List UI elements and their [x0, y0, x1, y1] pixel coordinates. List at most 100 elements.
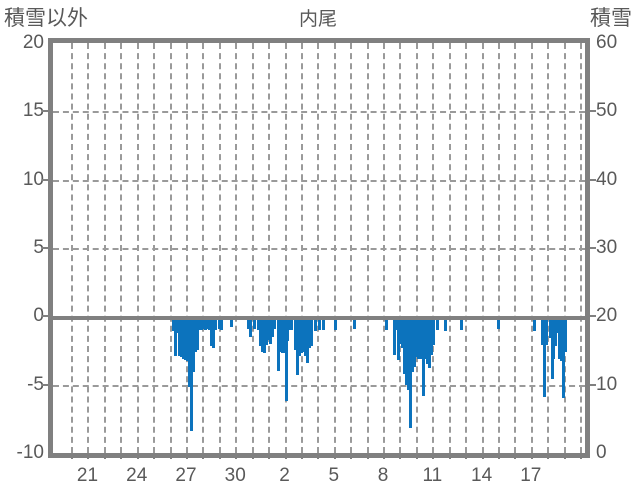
vertical-gridline — [547, 43, 550, 453]
right-axis-tick-label: 0 — [596, 442, 607, 463]
x-tickmark — [465, 453, 468, 459]
bar — [174, 316, 178, 356]
bar — [268, 316, 272, 344]
x-tickmark — [514, 453, 517, 459]
bar — [396, 316, 400, 361]
bar — [256, 316, 260, 330]
bar — [392, 316, 396, 355]
y-tickmark — [42, 315, 48, 318]
bar — [554, 316, 558, 347]
bar — [430, 316, 434, 355]
bar — [180, 316, 184, 358]
vertical-gridline — [333, 43, 336, 453]
bar — [260, 316, 264, 352]
bar — [178, 316, 182, 356]
bar — [436, 316, 440, 330]
bar — [252, 316, 256, 329]
left-axis-tick-label: 15 — [22, 100, 44, 122]
vertical-gridline — [218, 43, 221, 453]
bar — [410, 316, 414, 373]
x-axis-tick-label: 17 — [520, 465, 542, 486]
vertical-gridline — [136, 43, 139, 453]
vertical-gridline — [448, 43, 451, 453]
x-tickmark — [71, 453, 74, 459]
x-tickmark — [317, 453, 320, 459]
bar — [172, 316, 176, 332]
bar — [199, 316, 203, 330]
bar — [306, 316, 310, 363]
bar — [558, 316, 562, 359]
y-tickmark — [590, 178, 596, 181]
y-tickmark — [42, 178, 48, 181]
bar — [422, 316, 426, 396]
bar — [542, 316, 546, 397]
x-axis-tick-label: 21 — [76, 465, 99, 486]
left-axis-tick-label: 5 — [33, 237, 44, 258]
bar — [195, 316, 199, 351]
bar — [219, 316, 223, 330]
plot-area — [48, 38, 590, 458]
bar — [406, 316, 410, 391]
x-tickmark — [432, 453, 435, 459]
left-axis-tick-label: 20 — [22, 32, 44, 53]
x-tickmark — [87, 453, 90, 459]
bar — [300, 316, 304, 354]
bar — [310, 316, 314, 347]
bar — [564, 316, 568, 352]
left-axis-tick-label: 0 — [33, 305, 44, 327]
vertical-gridline — [87, 43, 90, 453]
bar — [262, 316, 266, 354]
vertical-gridline — [251, 43, 254, 453]
bar — [280, 316, 284, 354]
bar — [412, 316, 416, 367]
vertical-gridline — [498, 43, 500, 453]
x-tickmark — [300, 453, 303, 459]
bar — [205, 316, 209, 329]
bar — [414, 316, 418, 358]
x-tickmark — [284, 453, 287, 459]
x-axis-tick-label: 2 — [279, 465, 290, 486]
bar — [193, 316, 197, 352]
bar — [428, 316, 432, 369]
bar — [209, 316, 213, 347]
vertical-gridline — [350, 43, 353, 453]
x-tickmark — [186, 453, 188, 459]
x-tickmark — [530, 453, 533, 459]
x-tickmark — [448, 453, 451, 459]
y-tickmark — [590, 315, 596, 318]
x-tickmark — [580, 453, 583, 459]
bar — [321, 316, 325, 330]
bar — [186, 316, 189, 362]
x-tickmark — [218, 453, 221, 459]
x-axis-tick-label: 5 — [328, 465, 340, 486]
vertical-gridline — [71, 43, 74, 453]
bar — [203, 316, 207, 330]
x-tickmark — [153, 453, 156, 459]
x-tickmark — [103, 453, 106, 459]
bar — [408, 316, 412, 429]
bar — [424, 316, 428, 359]
bar — [294, 316, 298, 351]
bar — [314, 316, 318, 332]
right-axis-tick-label: 60 — [596, 32, 618, 53]
bar — [201, 316, 205, 329]
x-tickmark — [120, 453, 123, 459]
x-tickmark — [366, 453, 369, 459]
x-tickmark — [350, 453, 353, 459]
y-tickmark — [42, 383, 48, 386]
x-axis-tick-label: 30 — [224, 465, 246, 486]
y-tickmark — [590, 110, 596, 113]
vertical-gridline — [317, 43, 320, 453]
vertical-gridline — [103, 43, 106, 453]
vertical-gridline — [514, 43, 517, 453]
bar — [207, 316, 211, 330]
x-tickmark — [333, 453, 336, 459]
x-tickmark — [251, 453, 254, 459]
vertical-gridline — [465, 43, 468, 453]
page-title: 内尾 — [298, 9, 337, 30]
y-tickmark — [42, 247, 48, 249]
left-axis-tick-label: 10 — [22, 168, 44, 190]
x-axis-tick-label: 24 — [126, 465, 148, 486]
bar — [189, 316, 193, 432]
bar — [276, 316, 280, 371]
